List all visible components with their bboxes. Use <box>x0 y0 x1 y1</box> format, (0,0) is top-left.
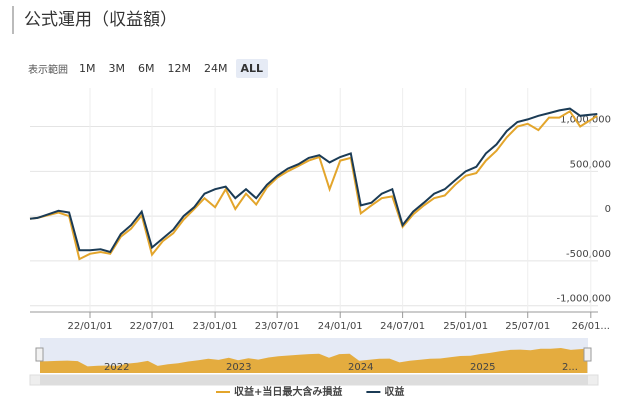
y-tick-label: 0 <box>605 204 611 215</box>
navigator-label: 2024 <box>348 362 373 373</box>
x-tick-label: 24/07/01 <box>380 321 425 332</box>
range-label: 表示範囲 <box>28 65 68 76</box>
navigator-area <box>40 348 588 373</box>
range-button[interactable]: 6M <box>138 62 155 75</box>
x-tick-label: 25/07/01 <box>505 321 550 332</box>
range-button[interactable]: 12M <box>167 62 192 75</box>
x-tick-label: 26/01... <box>572 321 610 332</box>
range-selector: 表示範囲 1M 3M 6M 12M 24M ALL <box>28 59 271 78</box>
x-tick-label: 24/01/01 <box>318 321 363 332</box>
y-tick-label: -500,000 <box>566 249 611 260</box>
range-button[interactable]: 24M <box>204 62 228 75</box>
navigator-label: 2025 <box>470 362 495 373</box>
x-tick-label: 22/01/01 <box>68 321 113 332</box>
plot-area <box>30 88 598 312</box>
x-tick-label: 23/01/01 <box>193 321 238 332</box>
range-button[interactable]: 3M <box>108 62 126 75</box>
page-title: 公式運用（収益額） <box>12 6 177 34</box>
legend-label[interactable]: 収益+当日最大含み損益 <box>234 385 342 398</box>
series-line <box>29 107 598 254</box>
x-tick-label: 23/07/01 <box>255 321 300 332</box>
x-tick-label: 22/07/01 <box>130 321 175 332</box>
x-tick-label: 25/01/01 <box>443 321 488 332</box>
navigator-label: 2023 <box>226 362 251 373</box>
y-tick-label: 1,000,000 <box>560 115 611 126</box>
series-line <box>29 109 598 261</box>
navigator-label: 2... <box>562 362 578 373</box>
navigator-handle[interactable] <box>583 347 592 362</box>
legend-label[interactable]: 収益 <box>384 385 404 398</box>
scrollbar-thumb[interactable] <box>40 375 588 385</box>
navigator-label: 2022 <box>104 362 129 373</box>
range-button[interactable]: ALL <box>235 59 269 78</box>
y-tick-label: -1,000,000 <box>556 294 611 305</box>
range-button[interactable]: 1M <box>79 62 96 75</box>
navigator-handle[interactable] <box>35 347 44 362</box>
